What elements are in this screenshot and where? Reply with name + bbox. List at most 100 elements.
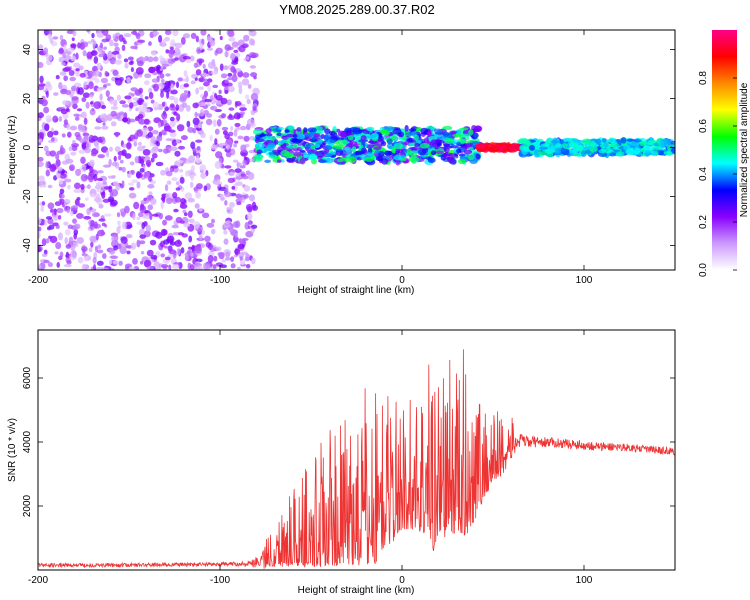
spectrogram-cell	[324, 153, 333, 158]
spectrogram-cell	[238, 86, 243, 95]
spectrogram-cell	[211, 228, 216, 235]
spectrogram-cell	[572, 147, 579, 154]
spectrogram-cell	[197, 129, 205, 135]
spectrogram-cell	[73, 62, 81, 68]
spectrogram-cell	[224, 79, 229, 84]
spectrogram-cell	[112, 260, 120, 265]
spectrogram-cell	[39, 75, 44, 84]
spectrogram-cell	[217, 251, 225, 257]
spectrogram-cell	[63, 263, 72, 268]
spectrogram-cell	[182, 78, 189, 82]
spectrogram-cell	[442, 131, 451, 137]
spectrogram-cell	[348, 156, 356, 163]
spectrogram-cell	[247, 225, 252, 230]
spectrogram-cell	[215, 94, 223, 101]
spectrogram-cell	[121, 117, 129, 123]
spectrogram-cell	[235, 52, 241, 58]
spectrogram-cell	[436, 139, 442, 143]
spectrogram-cell	[234, 168, 242, 174]
spectrogram-cell	[68, 69, 75, 77]
spectrogram-cell	[544, 148, 555, 155]
spectrogram-cell	[284, 151, 292, 158]
spectrogram-cell	[137, 141, 142, 147]
spectrogram-cell	[130, 45, 138, 50]
spectrogram-cell	[38, 175, 45, 182]
spectrogram-cell	[38, 181, 44, 188]
spectrogram-cell	[224, 165, 232, 169]
spectrogram-cell	[84, 256, 88, 262]
spectrogram-cell	[128, 61, 134, 66]
spectrogram-cell	[128, 266, 136, 270]
spectrogram-cell	[165, 30, 170, 34]
spectrogram-cell	[474, 143, 485, 149]
spectrogram-cell	[65, 244, 71, 249]
spectrogram-cell	[229, 171, 235, 177]
spectrogram-ytick-label: 20	[22, 93, 33, 105]
spectrogram-cell	[70, 151, 77, 156]
spectrogram-cell	[247, 172, 255, 180]
spectrogram-cell	[231, 61, 239, 65]
spectrogram-cell	[231, 185, 236, 190]
spectrogram-cell	[111, 188, 119, 197]
spectrogram-cell	[468, 129, 474, 136]
spectrogram-cell	[53, 130, 59, 136]
spectrogram-cell	[307, 127, 317, 133]
spectrogram-cell	[193, 220, 200, 229]
spectrogram-cell	[172, 263, 180, 270]
spectrogram-cell	[142, 103, 148, 109]
spectrogram-cell	[135, 67, 144, 75]
spectrogram-cell	[58, 56, 65, 63]
spectrogram-cell	[71, 85, 77, 92]
spectrogram-cell	[105, 90, 110, 98]
spectrogram-cell	[353, 133, 362, 139]
spectrogram-cell	[163, 148, 169, 154]
spectrogram-cell	[124, 62, 129, 69]
spectrogram-cell	[164, 215, 173, 221]
spectrogram-cell	[381, 158, 389, 165]
spectrogram-heatmap	[38, 30, 675, 270]
spectrogram-cell	[195, 87, 199, 95]
spectrogram-cell	[220, 97, 228, 105]
spectrogram-cell	[246, 212, 253, 221]
spectrogram-cell	[195, 192, 202, 199]
spectrogram-cell	[130, 87, 138, 92]
spectrogram-cell	[112, 33, 116, 40]
spectrogram-cell	[90, 152, 97, 157]
spectrogram-cell	[234, 122, 241, 128]
snr-xtick-label: 0	[399, 575, 405, 586]
spectrogram-cell	[195, 127, 202, 131]
spectrogram-cell	[157, 83, 165, 90]
spectrogram-cell	[324, 145, 333, 151]
spectrogram-cell	[118, 260, 123, 266]
spectrogram-cell	[229, 201, 235, 208]
spectrogram-cell	[328, 150, 338, 155]
spectrogram-cell	[88, 81, 94, 90]
snr-xtick-label: 100	[576, 575, 593, 586]
spectrogram-cell	[224, 191, 232, 198]
spectrogram-cell	[198, 58, 203, 66]
spectrogram-cell	[89, 101, 94, 105]
spectrogram-cell	[113, 155, 117, 162]
spectrogram-cell	[252, 204, 258, 211]
spectrogram-cell	[158, 148, 163, 153]
spectrogram-cell	[90, 193, 96, 198]
spectrogram-cell	[52, 213, 59, 221]
spectrogram-cell	[168, 264, 172, 270]
spectrogram-cell	[194, 203, 200, 209]
spectrogram-cell	[346, 129, 353, 134]
spectrogram-cell	[248, 30, 255, 33]
spectrogram-cell	[90, 50, 98, 56]
spectrogram-cell	[169, 46, 174, 51]
spectrogram-cell	[104, 70, 109, 77]
spectrogram-cell	[43, 30, 49, 36]
spectrogram-cell	[230, 125, 234, 131]
spectrogram-cell	[272, 128, 281, 132]
spectrogram-cell	[161, 112, 168, 120]
spectrogram-cell	[277, 140, 287, 144]
spectrogram-cell	[139, 93, 144, 99]
spectrogram-cell	[113, 245, 118, 251]
spectrogram-cell	[480, 147, 486, 152]
spectrogram-cell	[256, 149, 263, 154]
spectrogram-cell	[577, 144, 584, 151]
spectrogram-cell	[379, 129, 390, 135]
